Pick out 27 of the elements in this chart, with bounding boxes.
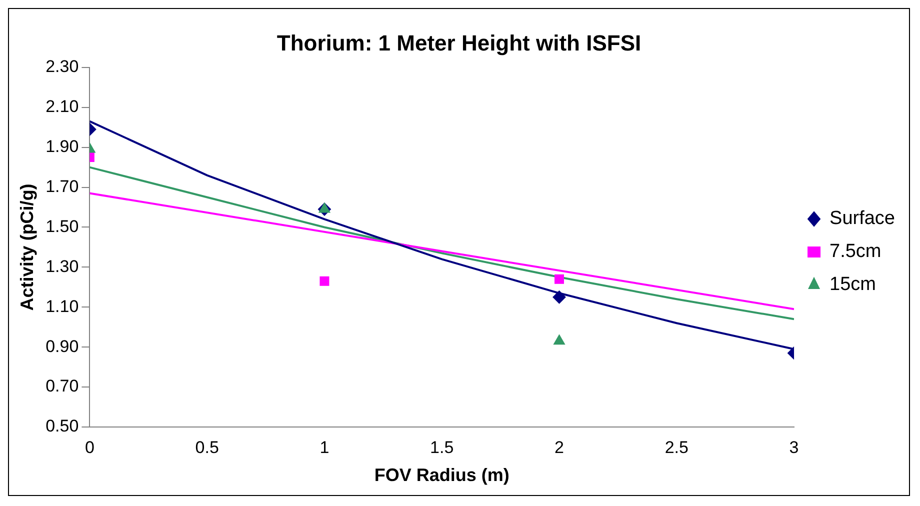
point bbox=[320, 276, 330, 286]
x-tick-label: 1.5 bbox=[430, 438, 454, 457]
y-tick-label: 0.90 bbox=[46, 336, 79, 356]
chart-title: Thorium: 1 Meter Height with ISFSI bbox=[276, 30, 642, 56]
y-axis-title: Activity (pCi/g) bbox=[16, 184, 37, 311]
x-axis-title: FOV Radius (m) bbox=[374, 465, 510, 486]
legend-label: 7.5cm bbox=[830, 241, 882, 262]
y-tick-label: 1.90 bbox=[46, 137, 79, 156]
point bbox=[554, 274, 564, 284]
x-tick-label: 0 bbox=[84, 438, 94, 457]
x-tick-label: 1 bbox=[320, 438, 330, 457]
x-tick-label: 3 bbox=[789, 438, 799, 457]
y-tick-label: 1.50 bbox=[46, 216, 79, 236]
y-tick-label: 0.70 bbox=[46, 376, 79, 396]
y-tick-label: 0.50 bbox=[46, 416, 79, 436]
point bbox=[554, 334, 565, 345]
y-tick-label: 1.30 bbox=[46, 256, 79, 276]
y-tick-label: 2.10 bbox=[46, 97, 79, 116]
x-tick-label: 2.5 bbox=[664, 438, 688, 457]
y-tick-label: 2.30 bbox=[46, 57, 79, 76]
legend-label: 15cm bbox=[830, 274, 876, 296]
point bbox=[318, 202, 330, 213]
x-tick-label: 2 bbox=[554, 438, 564, 457]
x-tick-label: 0.5 bbox=[195, 438, 219, 457]
y-tick-label: 1.70 bbox=[46, 176, 79, 196]
legend-label: Surface bbox=[830, 208, 896, 230]
y-tick-label: 1.10 bbox=[46, 296, 79, 316]
